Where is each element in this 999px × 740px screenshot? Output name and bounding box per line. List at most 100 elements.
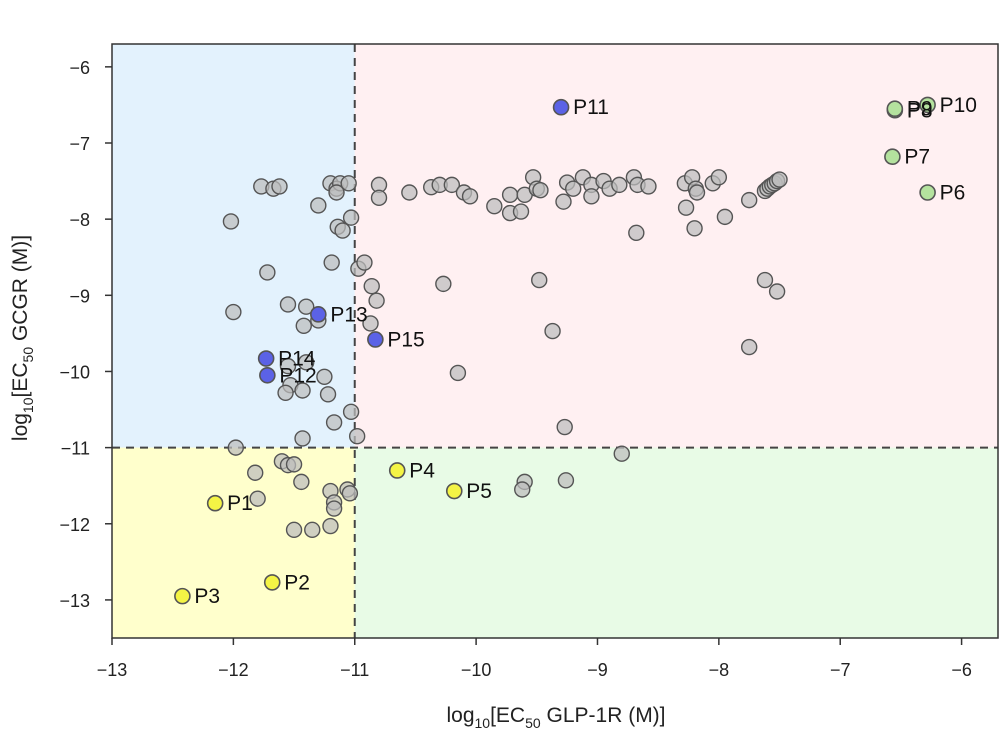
point-label-p3: P3 xyxy=(194,585,220,608)
data-point xyxy=(285,456,303,473)
data-point xyxy=(512,203,530,220)
point-label-p4: P4 xyxy=(409,459,435,482)
data-point xyxy=(271,178,288,195)
data-point xyxy=(532,182,549,199)
y-tick-label: −9 xyxy=(69,286,90,306)
point-label-p13: P13 xyxy=(330,303,367,326)
data-point xyxy=(771,171,788,188)
data-point xyxy=(443,176,461,194)
data-point-p1 xyxy=(206,494,224,512)
data-point-p7 xyxy=(884,148,901,166)
data-point xyxy=(279,357,297,375)
point-label-p9: P9 xyxy=(907,98,933,121)
point-label-p12: P12 xyxy=(279,364,316,387)
y-axis-title: log10[EC50 GCGR (M)] xyxy=(9,235,36,441)
data-point xyxy=(249,490,266,507)
point-label-p8: P8 xyxy=(907,99,933,122)
y-tick-label: −12 xyxy=(59,515,90,535)
x-tick-label: −10 xyxy=(461,660,492,680)
data-point xyxy=(279,296,297,313)
data-point xyxy=(341,485,359,502)
data-point xyxy=(565,180,582,197)
point-label-p1: P1 xyxy=(227,492,253,515)
data-point xyxy=(514,481,531,498)
data-point xyxy=(323,254,340,271)
point-label-p11: P11 xyxy=(573,96,609,119)
data-point xyxy=(334,222,351,239)
plot-frame xyxy=(111,43,999,639)
data-point xyxy=(368,292,385,309)
data-point xyxy=(225,303,242,321)
data-point xyxy=(740,338,758,356)
data-point-p13 xyxy=(310,306,327,323)
data-point xyxy=(325,414,343,431)
data-point xyxy=(768,283,786,300)
data-point xyxy=(544,322,561,340)
data-point xyxy=(348,427,366,445)
y-tick-label: −8 xyxy=(69,210,90,230)
x-tick-label: −7 xyxy=(830,660,851,680)
data-point xyxy=(342,403,360,421)
data-point xyxy=(401,184,418,201)
data-point-p6 xyxy=(919,184,936,201)
data-point-p5 xyxy=(445,482,463,500)
data-point xyxy=(247,464,264,481)
x-tick-label: −6 xyxy=(951,660,972,680)
data-point xyxy=(640,178,657,195)
quadrant-bottom-left xyxy=(112,447,355,638)
data-point xyxy=(297,298,315,315)
y-axis-ticks: −13 −12 −11 −10 −9 −8 −7 −6 xyxy=(59,58,112,611)
point-label-p15: P15 xyxy=(387,328,424,351)
quadrant-top-left xyxy=(112,44,355,448)
data-point xyxy=(362,315,379,332)
x-tick-label: −9 xyxy=(587,660,608,680)
x-tick-label: −12 xyxy=(218,660,249,680)
x-tick-label: −13 xyxy=(97,660,128,680)
quadrant-backgrounds xyxy=(112,44,998,638)
data-point xyxy=(628,224,645,242)
data-point xyxy=(740,191,758,209)
data-point-p14 xyxy=(257,350,275,367)
data-point xyxy=(677,199,695,216)
x-tick-label: −8 xyxy=(709,660,730,680)
data-point-p11 xyxy=(552,98,570,116)
x-tick-label: −11 xyxy=(340,660,369,680)
data-point xyxy=(316,368,333,385)
data-point-p3 xyxy=(174,587,191,605)
data-point xyxy=(556,418,573,436)
data-point xyxy=(716,208,734,226)
point-label-p2: P2 xyxy=(284,571,310,594)
data-point xyxy=(342,209,360,226)
y-tick-label: −10 xyxy=(59,362,90,382)
data-point xyxy=(686,220,703,237)
data-point xyxy=(613,445,630,462)
data-point xyxy=(486,198,503,215)
threshold-lines xyxy=(112,44,998,638)
data-point xyxy=(295,317,312,334)
x-axis-ticks: −13 −12 −11 −10 −9 −8 −7 −6 xyxy=(97,638,972,680)
quadrant-bottom-right xyxy=(354,447,998,638)
data-point xyxy=(325,500,343,517)
point-label-p5: P5 xyxy=(466,480,492,503)
data-point-p2 xyxy=(263,574,281,591)
y-tick-label: −6 xyxy=(69,58,90,78)
data-point xyxy=(449,364,467,382)
y-tick-label: −13 xyxy=(59,591,90,611)
data-point xyxy=(227,439,244,456)
data-point xyxy=(222,213,240,230)
point-label-p10: P10 xyxy=(940,94,977,117)
data-point xyxy=(435,275,452,293)
data-point xyxy=(710,169,728,186)
data-point xyxy=(356,254,373,271)
data-point xyxy=(285,521,303,539)
data-point xyxy=(555,193,572,210)
data-point xyxy=(310,197,327,214)
data-point xyxy=(363,277,380,295)
data-point xyxy=(461,188,479,205)
point-label-p7: P7 xyxy=(904,146,930,169)
data-point-p10 xyxy=(919,96,936,114)
data-point xyxy=(328,184,345,201)
data-point xyxy=(370,189,388,207)
